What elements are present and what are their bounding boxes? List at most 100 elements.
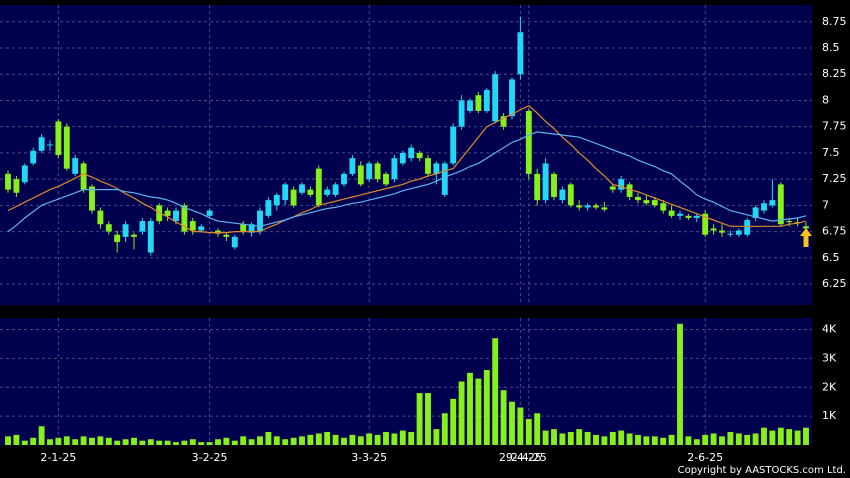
- volume-bar: [139, 440, 146, 445]
- candle-body: [89, 186, 95, 211]
- candle-body: [131, 234, 137, 237]
- candle-body: [660, 203, 667, 211]
- candle-body: [374, 163, 381, 180]
- candle-body: [635, 196, 641, 201]
- volume-bar: [156, 440, 163, 445]
- candle-body: [30, 150, 37, 164]
- volume-bar: [534, 413, 541, 445]
- candle-body: [198, 226, 205, 231]
- volume-bar: [332, 434, 339, 445]
- candle-body: [668, 210, 675, 216]
- volume-bar: [231, 440, 238, 445]
- volume-bar: [719, 436, 725, 445]
- volume-bar: [542, 430, 549, 445]
- candle-body: [643, 200, 650, 204]
- candle-body: [710, 228, 717, 231]
- candle-body: [517, 32, 524, 75]
- candle-body: [777, 184, 784, 225]
- volume-bar: [408, 432, 415, 445]
- volume-bar: [47, 439, 53, 445]
- candle-body: [105, 224, 112, 232]
- volume-bar: [257, 436, 263, 445]
- volume-bar: [635, 434, 641, 445]
- candle-body: [399, 152, 406, 164]
- candle-body: [55, 121, 62, 155]
- candle-body: [509, 79, 515, 117]
- volume-bar: [164, 440, 171, 445]
- candle-body: [492, 74, 499, 122]
- candle-body: [525, 110, 532, 174]
- volume-bar: [450, 398, 457, 445]
- candle-body: [769, 200, 776, 206]
- ma-line: [7, 131, 807, 233]
- volume-bar: [38, 426, 45, 445]
- candle-body: [324, 189, 331, 195]
- volume-bar: [30, 437, 37, 445]
- y-tick-label: 6.5: [822, 251, 840, 264]
- volume-bar: [72, 439, 79, 445]
- volume-bar: [643, 436, 650, 445]
- volume-bar: [399, 430, 406, 445]
- volume-bar: [702, 434, 709, 445]
- volume-bar: [315, 433, 322, 445]
- candle-body: [752, 207, 759, 218]
- volume-bar: [324, 432, 331, 445]
- volume-bar: [248, 439, 255, 445]
- volume-bar: [677, 323, 683, 445]
- candle-body: [97, 210, 104, 225]
- candle-body: [63, 126, 70, 169]
- volume-bar: [551, 429, 557, 445]
- volume-bar: [189, 439, 196, 445]
- candle-body: [693, 215, 700, 218]
- volume-bar: [500, 390, 507, 445]
- volume-bar: [341, 437, 347, 445]
- volume-bar: [467, 372, 473, 445]
- volume-bar: [173, 442, 179, 445]
- y-tick-label: 8: [822, 93, 829, 106]
- volume-bar: [290, 437, 297, 445]
- volume-bar: [181, 440, 188, 445]
- volume-bar: [752, 433, 759, 445]
- volume-bar: [357, 436, 364, 445]
- candle-body: [761, 203, 767, 211]
- volume-bar: [282, 439, 289, 445]
- volume-bar: [517, 407, 524, 445]
- volume-bar: [803, 427, 809, 445]
- volume-bar: [273, 436, 280, 445]
- last-price-arrow: [800, 228, 812, 247]
- volume-bar: [660, 437, 667, 445]
- candle-body: [206, 210, 213, 216]
- volume-bar: [147, 439, 154, 445]
- volume-bar: [391, 433, 398, 445]
- volume-bar: [744, 434, 751, 445]
- candle-body: [47, 144, 53, 146]
- candle-body: [609, 186, 616, 190]
- y-tick-label: 8.5: [822, 41, 840, 54]
- candle-body: [408, 147, 415, 159]
- volume-bar: [63, 436, 70, 445]
- y-tick-label: 8.25: [822, 67, 847, 80]
- volume-bar: [374, 434, 381, 445]
- volume-bar: [710, 433, 717, 445]
- volume-bar: [55, 437, 62, 445]
- volume-bar: [441, 413, 448, 445]
- x-tick-label: 2-4-25: [511, 451, 547, 464]
- volume-bar: [601, 436, 608, 445]
- candle-body: [122, 224, 129, 237]
- volume-bar: [761, 427, 767, 445]
- volume-bar: [651, 436, 658, 445]
- candle-body: [425, 158, 431, 174]
- x-tick-label: 2-1-25: [40, 451, 76, 464]
- y-tick-label: 3K: [822, 351, 837, 364]
- candle-body: [173, 210, 179, 222]
- volume-bar: [593, 434, 599, 445]
- candle-body: [72, 158, 79, 174]
- candle-body: [458, 100, 465, 127]
- volume-bar: [425, 393, 431, 445]
- candle-body: [282, 184, 289, 201]
- candle-body: [273, 194, 280, 206]
- candle-body: [139, 221, 146, 232]
- candle-body: [626, 184, 633, 197]
- candle-body: [307, 189, 314, 195]
